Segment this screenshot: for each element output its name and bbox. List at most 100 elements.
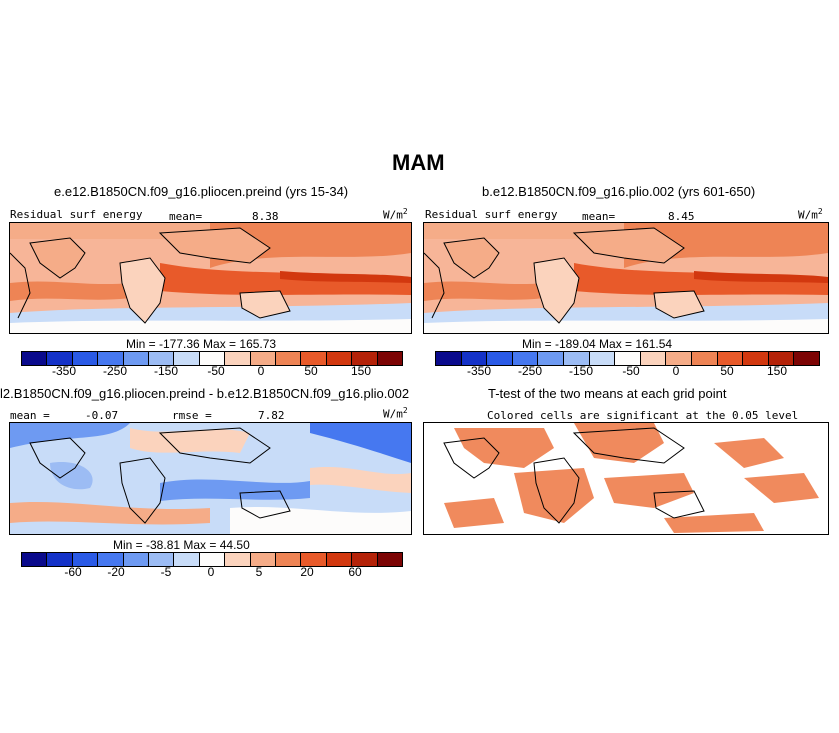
p1-landmass-australia	[239, 290, 291, 319]
p4-region-8	[664, 513, 764, 533]
p3-tick-2: -20	[107, 565, 125, 579]
p3-blob-6	[310, 466, 411, 493]
colorbar-swatch-2-1	[436, 352, 462, 365]
colorbar-swatch-2-5	[538, 352, 564, 365]
colorbar-swatch-1-9	[225, 352, 251, 365]
colorbar-swatch-3-8	[199, 553, 226, 566]
p1-warm-pool	[280, 271, 411, 283]
p3-blob-3	[130, 428, 250, 453]
p3-tick-7: 60	[348, 565, 362, 579]
panel3-rmse-value: 7.82	[258, 409, 285, 422]
p1-tick-7: 150	[350, 364, 372, 378]
p1-landmass-africa	[119, 257, 166, 324]
p2-atlantic-band	[424, 281, 544, 301]
p1-tick-2: -250	[102, 364, 128, 378]
p1-atlantic-band	[10, 281, 130, 301]
colorbar-swatch-1-4	[98, 352, 124, 365]
p2-tick-5: 0	[672, 364, 680, 378]
colorbar-swatch-3-1	[22, 553, 48, 566]
colorbar-swatch-2-8	[615, 352, 641, 365]
colorbar-swatch-3-3	[72, 553, 99, 566]
colorbar-swatch-3-13	[326, 553, 353, 566]
panel3-title: l2.B1850CN.f09_g16.pliocen.preind - b.e1…	[0, 386, 410, 401]
p4-region-4	[604, 473, 694, 508]
p4-region-3	[514, 468, 594, 523]
p2-north-pacific	[624, 223, 828, 268]
colorbar-swatch-3-9	[225, 553, 251, 566]
colorbar-swatch-2-10	[666, 352, 692, 365]
p3-coast-africa	[119, 457, 166, 524]
panel2-map-svg	[424, 223, 828, 333]
colorbar-swatch-3-10	[250, 553, 277, 566]
p2-warm-pool	[694, 271, 828, 283]
p2-landmass-australia	[653, 290, 705, 319]
colorbar-swatch-1-12	[301, 352, 327, 365]
panel2-colorbar-ticks: -350 -250 -150 -50 0 50 150	[435, 364, 818, 380]
p1-tick-3: -150	[153, 364, 179, 378]
colorbar-swatch-2-6	[563, 352, 590, 365]
p2-tick-4: -50	[622, 364, 640, 378]
panel2-title: b.e12.B1850CN.f09_g16.plio.002 (yrs 601-…	[482, 184, 756, 199]
panel4-map-svg	[424, 423, 828, 534]
p1-tick-5: 0	[257, 364, 265, 378]
panel4-title: T-test of the two means at each grid poi…	[488, 386, 727, 401]
panel3-colorbar	[21, 552, 403, 567]
colorbar-swatch-1-11	[276, 352, 302, 365]
colorbar-swatch-1-14	[352, 352, 378, 365]
panel2-minmax: Min = -189.04 Max = 161.54	[522, 337, 673, 351]
colorbar-swatch-1-15	[377, 352, 403, 365]
colorbar-swatch-2-15	[794, 352, 819, 365]
panel2-mean-value: 8.45	[668, 210, 695, 223]
p2-tick-2: -250	[517, 364, 543, 378]
p3-blob-8	[230, 506, 411, 534]
panel1-map-svg	[10, 223, 411, 333]
colorbar-swatch-3-4	[98, 553, 124, 566]
p2-coast-americas	[424, 252, 445, 319]
panel1-units: W/m2	[383, 207, 408, 222]
p2-tick-7: 150	[766, 364, 788, 378]
colorbar-swatch-2-12	[717, 352, 744, 365]
panel2-map	[423, 222, 829, 334]
p3-coast-asia	[158, 427, 271, 464]
p1-tick-6: 50	[304, 364, 318, 378]
colorbar-swatch-2-11	[691, 352, 718, 365]
colorbar-swatch-2-7	[589, 352, 616, 365]
p4-region-1	[454, 428, 554, 468]
colorbar-swatch-1-5	[123, 352, 150, 365]
colorbar-swatch-1-6	[149, 352, 175, 365]
panel1-mean-label: mean=	[169, 210, 203, 223]
p4-coast-asia	[572, 427, 685, 464]
p2-tick-3: -150	[568, 364, 594, 378]
colorbar-swatch-2-4	[512, 352, 539, 365]
colorbar-swatch-3-12	[301, 553, 327, 566]
p3-coast-a	[29, 437, 86, 479]
p3-coast-australia	[239, 490, 291, 519]
panel1-title: e.e12.B1850CN.f09_g16.pliocen.preind (yr…	[54, 184, 349, 199]
colorbar-swatch-1-3	[72, 352, 99, 365]
panel2-colorbar	[435, 351, 820, 366]
p4-region-5	[714, 438, 784, 468]
p4-region-6	[744, 473, 819, 503]
panel3-mean-value: -0.07	[85, 409, 119, 422]
panel3-mean-label: mean =	[10, 409, 50, 422]
colorbar-swatch-1-1	[22, 352, 48, 365]
colorbar-swatch-1-8	[199, 352, 226, 365]
panel1-variable: Residual surf energy	[10, 208, 143, 221]
p1-south-pole-band	[10, 319, 411, 333]
p3-blob-5	[160, 479, 310, 501]
p1-tick-1: -350	[51, 364, 77, 378]
p4-coast-a	[443, 437, 500, 479]
colorbar-swatch-1-13	[326, 352, 353, 365]
p3-tick-3: -5	[160, 565, 172, 579]
p4-coast-australia	[653, 490, 705, 519]
p2-tick-1: -350	[466, 364, 492, 378]
p3-tick-5: 5	[255, 565, 263, 579]
colorbar-swatch-3-5	[123, 553, 150, 566]
p2-landmass-asia	[572, 227, 685, 264]
panel3-colorbar-ticks: -60 -20 -5 0 5 20 60	[21, 565, 401, 581]
colorbar-swatch-3-7	[174, 553, 200, 566]
p3-tick-6: 20	[300, 565, 314, 579]
panel2-units: W/m2	[798, 207, 823, 222]
panel3-map-svg	[10, 423, 411, 534]
p2-south-pole-band	[424, 319, 828, 333]
